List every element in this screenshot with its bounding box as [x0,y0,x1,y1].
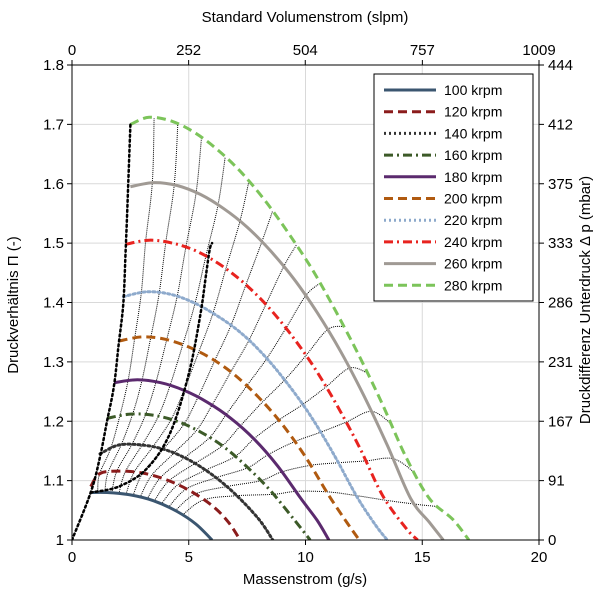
x-tick-label: 5 [185,549,193,566]
speed-line [174,457,416,512]
legend-label: 260 krpm [444,256,502,272]
speed-line [118,156,226,494]
legend-label: 180 krpm [444,169,502,185]
legend-label: 240 krpm [444,234,502,250]
y2-tick-label: 167 [548,413,573,430]
series-line [113,378,331,540]
legend-label: 220 krpm [444,212,502,228]
right-axis-title: Druckdifferenz Unterdruck Δ p (mbar) [577,176,594,424]
series-line [121,290,389,540]
speed-line [167,410,392,508]
x2-tick-label: 1009 [522,42,555,59]
y2-tick-label: 91 [548,473,565,490]
x2-tick-label: 0 [68,42,76,59]
y-tick-label: 1.2 [43,413,64,430]
y2-tick-label: 375 [548,176,573,193]
x2-tick-label: 252 [176,42,201,59]
speed-line [146,282,321,500]
y2-tick-label: 0 [548,532,556,549]
y2-tick-label: 444 [548,57,573,74]
y-tick-label: 1.7 [43,116,64,133]
legend: 100 krpm 120 krpm 140 krpm 160 krpm 180 krpm… [373,73,534,302]
legend-label: 100 krpm [444,82,502,98]
y2-tick-label: 412 [548,116,573,133]
y2-tick-label: 231 [548,354,573,371]
series-line [125,238,419,540]
series-line [89,469,242,540]
speed-line [132,210,274,496]
speed-lines [97,118,439,516]
series-lines [72,115,471,540]
series-line [98,442,275,540]
speed-line [182,490,439,516]
x-tick-label: 10 [297,549,314,566]
series-line [130,181,445,540]
surge-line [72,123,132,540]
legend-label: 160 krpm [444,147,502,163]
legend-label: 200 krpm [444,191,502,207]
left-axis-title: Druckverhältnis Π (-) [5,236,22,374]
y-tick-label: 1.6 [43,176,64,193]
speed-line [160,367,368,505]
series-line [129,115,471,540]
x2-tick-label: 504 [293,42,318,59]
bottom-axis-title: Massenstrom (g/s) [243,571,367,588]
legend-label: 280 krpm [444,277,502,293]
surge-line [89,241,214,494]
speed-line [111,137,202,494]
x-tick-label: 15 [414,549,431,566]
top-axis-title: Standard Volumenstrom (slpm) [202,9,409,26]
y-tick-label: 1 [56,532,64,549]
speed-line [104,124,179,493]
y-tick-label: 1.3 [43,354,64,371]
y-tick-label: 1.1 [43,473,64,490]
y-tick-label: 1.4 [43,295,64,312]
series-line [118,335,361,540]
legend-label: 140 krpm [444,125,502,141]
y-tick-label: 1.8 [43,57,64,74]
series-line [90,490,214,540]
speed-line [97,118,155,493]
legend-label: 120 krpm [444,104,502,120]
x-tick-label: 0 [68,549,76,566]
speed-line [139,244,297,498]
y2-tick-label: 333 [548,235,573,252]
x-tick-label: 20 [531,549,548,566]
y2-tick-label: 286 [548,295,573,312]
speed-line [125,181,250,495]
y-tick-label: 1.5 [43,235,64,252]
speed-line [153,325,344,502]
x2-tick-label: 757 [410,42,435,59]
